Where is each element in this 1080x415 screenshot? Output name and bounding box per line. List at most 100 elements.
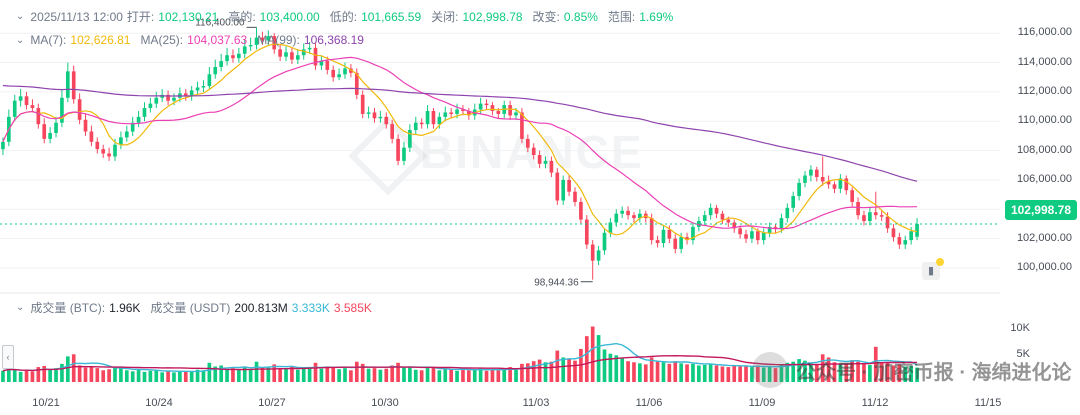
- volume-bar: [697, 365, 701, 382]
- candle-body: [219, 61, 223, 67]
- volume-bar: [295, 369, 300, 382]
- candle-body: [478, 103, 483, 110]
- candle-body: [325, 61, 330, 70]
- candle-body: [195, 87, 200, 91]
- time-tick-label: 11/12: [861, 397, 889, 409]
- ma25-label: MA(25):: [140, 33, 184, 47]
- volume-bar: [525, 363, 530, 382]
- collapse-caret-icon[interactable]: ⌄: [16, 11, 25, 22]
- ma-row: ⌄ MA(7): 102,626.81 MA(25): 104,037.63 M…: [16, 33, 374, 47]
- volume-bar: [909, 366, 913, 382]
- candle-body: [773, 226, 778, 229]
- volume-bar: [101, 370, 106, 382]
- candlestick-chart[interactable]: 116,400.00 98,944.36: [0, 0, 1000, 395]
- candle-body: [83, 119, 88, 132]
- candle-body: [254, 37, 259, 45]
- price-tick-label: 108,000.00: [1016, 143, 1072, 156]
- candle-body: [767, 226, 772, 233]
- candle-body: [649, 218, 654, 241]
- candle-body: [402, 147, 406, 161]
- candle-body: [596, 250, 601, 261]
- volume-bar: [732, 365, 737, 382]
- candle-body: [537, 155, 542, 164]
- candle-body: [779, 218, 784, 229]
- candle-body: [602, 232, 607, 251]
- candle-body: [225, 55, 229, 62]
- candle-body: [237, 53, 241, 59]
- candle-body: [24, 96, 29, 106]
- candle-body: [496, 110, 501, 114]
- volume-bar: [313, 362, 318, 382]
- volume-bar: [873, 346, 878, 382]
- volume-bar: [773, 368, 778, 382]
- candle-body: [702, 215, 707, 222]
- candle-body: [791, 196, 796, 208]
- candle-body: [520, 112, 524, 139]
- candle-body: [148, 103, 153, 109]
- candle-body: [856, 201, 860, 216]
- volume-bar: [590, 326, 595, 382]
- open-label: 打开:: [126, 10, 155, 24]
- candle-body: [738, 228, 742, 235]
- volume-bar: [520, 363, 524, 382]
- candle-body: [207, 74, 212, 87]
- candle-body: [691, 226, 695, 241]
- volume-bar: [443, 369, 448, 382]
- volume-bar: [154, 369, 159, 382]
- volume-bar: [455, 370, 459, 382]
- volume-bar: [738, 366, 742, 382]
- alert-icon[interactable]: ▮: [922, 262, 940, 280]
- volume-bar: [24, 370, 29, 382]
- candle-body: [909, 231, 913, 241]
- time-tick-label: 11/06: [635, 397, 663, 409]
- volume-bar: [7, 368, 11, 382]
- volume-bar: [661, 362, 666, 382]
- volume-bar: [573, 360, 577, 382]
- low-label: 低的:: [329, 10, 358, 24]
- candle-body: [797, 182, 801, 197]
- candle-body: [372, 112, 377, 119]
- volume-bar: [531, 361, 536, 382]
- candle-body: [95, 141, 100, 150]
- volume-bar: [201, 370, 206, 382]
- candle-date: 2025/11/13 12:00: [30, 9, 123, 24]
- volume-bar: [272, 364, 277, 382]
- volume-bar: [567, 359, 571, 382]
- candle-body: [584, 219, 589, 245]
- ma7-line: [2, 43, 918, 241]
- volume-bar: [77, 365, 82, 382]
- candle-body: [514, 112, 518, 116]
- candle-body: [803, 175, 807, 183]
- volume-bar: [814, 363, 819, 382]
- pane-resize-handle[interactable]: ‹: [2, 345, 14, 369]
- candle-body: [750, 231, 754, 239]
- candle-body: [142, 108, 147, 117]
- volume-bar: [602, 349, 607, 382]
- ma7-label: MA(7):: [30, 33, 67, 47]
- collapse-caret-icon[interactable]: ⌄: [16, 34, 25, 46]
- candle-body: [632, 215, 636, 219]
- volume-bar: [60, 363, 64, 382]
- high-value: 103,400.00: [259, 9, 320, 24]
- collapse-caret-icon[interactable]: ⌄: [16, 302, 25, 313]
- candle-body: [319, 61, 324, 66]
- volume-bar: [667, 363, 672, 382]
- volume-bar: [343, 368, 347, 382]
- candle-body: [396, 138, 400, 161]
- volume-bar: [508, 367, 512, 382]
- volume-bar: [767, 366, 772, 382]
- candle-body: [862, 215, 866, 222]
- volume-bar: [691, 363, 695, 382]
- volume-bar: [378, 369, 383, 382]
- volume-bar: [390, 365, 395, 382]
- time-tick-label: 11/03: [522, 397, 550, 409]
- volume-bar: [809, 363, 813, 382]
- candle-body: [555, 172, 560, 201]
- candle-body: [525, 138, 530, 148]
- candle-body: [89, 131, 94, 142]
- volume-bar: [638, 363, 642, 382]
- ma99-line: [2, 84, 918, 182]
- candle-body: [136, 116, 141, 123]
- candle-body: [77, 99, 82, 120]
- volume-bar: [820, 354, 825, 382]
